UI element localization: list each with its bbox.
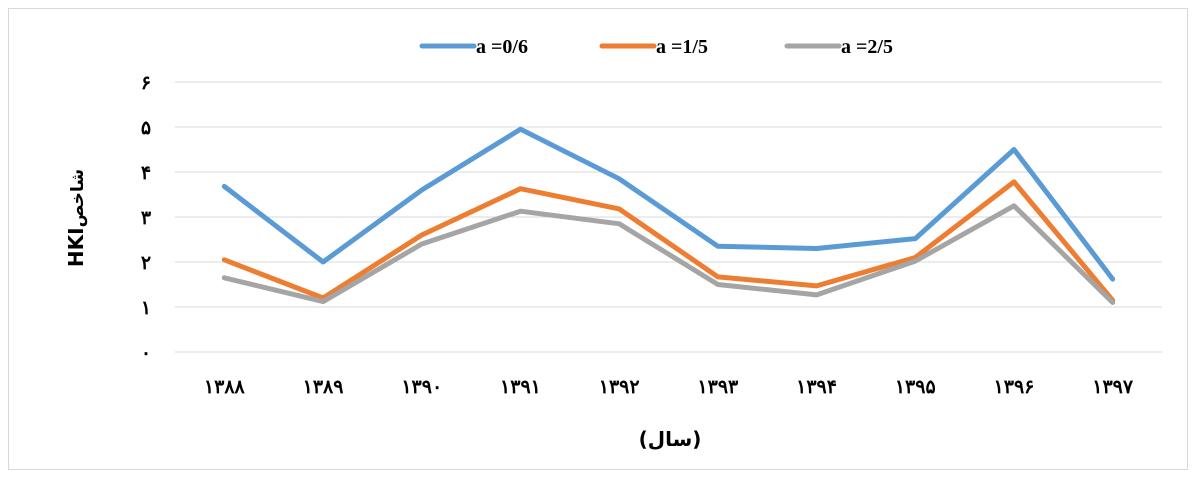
y-axis-title-main: شاخص: [68, 169, 88, 228]
data-point: [815, 247, 819, 250]
data-point: [420, 188, 424, 192]
data-point: [222, 276, 226, 280]
series-lines: [221, 126, 1116, 305]
series-line-3: [221, 203, 1116, 305]
y-tick-label: ۰: [141, 342, 151, 364]
data-point: [913, 259, 917, 263]
data-point: [716, 283, 720, 286]
data-point: [617, 207, 621, 211]
data-point: [321, 300, 325, 304]
data-point: [420, 233, 424, 237]
data-point: [321, 260, 325, 264]
data-point: [222, 184, 226, 188]
y-tick-label: ۲: [141, 252, 151, 274]
y-axis-title: HKIشاخص: [64, 169, 88, 267]
legend-label: a =1/5: [656, 36, 708, 58]
x-tick-label: ۱۳۸۹: [303, 376, 344, 398]
y-axis-ticks: ۰ ۱ ۲ ۳ ۴ ۵ ۶: [141, 72, 152, 364]
legend-label: a =0/6: [476, 36, 528, 58]
y-axis-title-suffix: HKI: [64, 227, 88, 267]
legend-label: a =2/5: [841, 36, 893, 58]
series-line-1: [221, 126, 1116, 282]
x-tick-label: ۱۳۹۴: [796, 376, 837, 398]
data-point: [815, 293, 819, 297]
data-point: [1111, 301, 1115, 304]
data-point: [420, 242, 424, 246]
data-point: [617, 222, 621, 226]
legend: a =0/6 a =1/5 a =2/5: [419, 36, 893, 58]
data-point: [518, 127, 522, 131]
data-point: [222, 258, 226, 262]
data-point: [913, 237, 917, 241]
data-point: [518, 209, 522, 213]
x-tick-label: ۱۳۹۷: [1092, 376, 1134, 398]
y-tick-label: ۶: [141, 72, 151, 94]
data-point: [1012, 204, 1016, 208]
y-tick-label: ۳: [141, 207, 152, 229]
y-tick-label: ۵: [141, 117, 151, 139]
y-tick-label: ۴: [141, 162, 151, 184]
data-point: [716, 275, 720, 279]
data-point: [518, 187, 522, 191]
data-point: [617, 177, 621, 181]
x-tick-label: ۱۳۹۳: [697, 376, 739, 398]
gridlines: [175, 81, 1162, 353]
data-point: [815, 284, 819, 288]
x-tick-label: ۱۳۹۶: [994, 376, 1035, 398]
series-line-2: [221, 179, 1116, 303]
x-tick-label: ۱۳۹۵: [895, 376, 936, 398]
data-point: [1012, 180, 1016, 184]
x-tick-label: ۱۳۸۸: [204, 376, 246, 398]
data-point: [1012, 148, 1016, 151]
data-point: [716, 244, 720, 248]
chart-frame: [8, 8, 1188, 470]
x-tick-label: ۱۳۹۱: [500, 376, 541, 398]
x-axis-ticks: ۱۳۸۸ ۱۳۸۹ ۱۳۹۰ ۱۳۹۱ ۱۳۹۲ ۱۳۹۳ ۱۳۹۴ ۱۳۹۵ ۱۳۹۶ ۱۳۹۷: [204, 376, 1134, 398]
x-tick-label: ۱۳۹۲: [599, 376, 640, 398]
x-axis-title: (سال): [639, 427, 702, 451]
y-tick-label: ۱: [141, 297, 151, 319]
data-point: [1111, 277, 1115, 281]
x-tick-label: ۱۳۹۰: [401, 376, 442, 398]
